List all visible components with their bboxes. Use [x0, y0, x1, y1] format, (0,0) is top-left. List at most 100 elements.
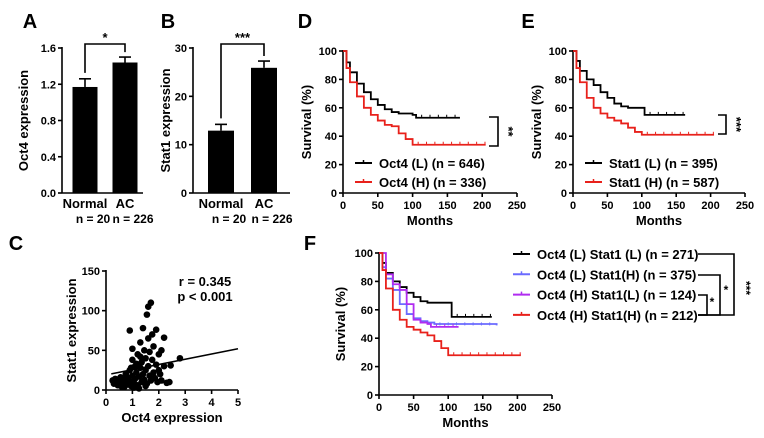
survival-curve	[343, 50, 460, 119]
legend-label: Oct4 (L) (n = 646)	[379, 156, 485, 171]
scatter-point	[133, 360, 140, 368]
y-tick-label: 150	[82, 266, 100, 278]
x-tick-label: 100	[633, 200, 651, 212]
y-tick-label: 40	[361, 333, 373, 345]
x-tick-label: 50	[601, 200, 613, 212]
y-tick-label: 0	[331, 188, 337, 200]
y-tick-label: 0.8	[41, 116, 56, 128]
significance-bracket	[698, 294, 708, 316]
y-tick-label: 30	[175, 43, 187, 55]
x-tick-label: 150	[438, 200, 456, 212]
x-tick-label: 1	[129, 397, 135, 409]
survival-curve	[343, 50, 486, 146]
significance-label: *	[102, 30, 108, 45]
legend-label: Stat1 (L) (n = 395)	[609, 156, 718, 171]
bar-normal	[72, 86, 98, 193]
significance-label: *	[724, 283, 729, 297]
x-tick-label: 100	[439, 402, 457, 414]
panel-letter: D	[298, 11, 312, 33]
significance-bracket	[489, 116, 499, 147]
y-tick-label: 1.2	[41, 79, 56, 91]
x-tick-label: 150	[667, 200, 685, 212]
legend-label: Oct4 (L) Stat1 (L) (n = 271)	[537, 247, 698, 262]
y-tick-label: 80	[555, 74, 567, 86]
scatter-point	[142, 354, 149, 362]
scatter-point	[167, 362, 174, 369]
scatter-point	[160, 334, 168, 341]
scatter-point	[146, 348, 153, 356]
category-label: Normal	[199, 196, 244, 211]
y-tick-label: 40	[555, 131, 567, 143]
bar-normal	[208, 130, 234, 193]
significance-label: ***	[739, 281, 753, 295]
scatter-point	[126, 327, 134, 334]
scatter-point	[147, 299, 155, 307]
survival-curve	[379, 252, 498, 326]
bar-ac	[112, 62, 138, 193]
y-tick-label: 20	[361, 362, 373, 374]
scatter-point	[143, 311, 151, 318]
y-axis-label: Survival (%)	[529, 85, 544, 159]
scatter-point	[130, 384, 138, 391]
survival-curve	[379, 252, 459, 328]
x-tick-label: 0	[340, 200, 346, 212]
x-tick-label: 150	[474, 402, 492, 414]
sample-size-label: n = 226	[112, 212, 153, 226]
legend-label: Stat1 (H) (n = 587)	[609, 175, 719, 190]
y-tick-label: 20	[555, 160, 567, 172]
y-tick-label: 50	[88, 345, 100, 357]
x-tick-label: 250	[543, 402, 561, 414]
legend-label: Oct4 (L) Stat1(H) (n = 375)	[537, 267, 696, 282]
panel-letter: F	[304, 233, 316, 255]
category-label: AC	[116, 196, 135, 211]
x-tick-label: 200	[508, 402, 526, 414]
legend-label: Oct4 (H) Stat1(H) (n = 212)	[537, 308, 698, 323]
y-tick-label: 0	[561, 188, 567, 200]
significance-label: **	[501, 126, 516, 137]
x-axis-label: Months	[407, 213, 453, 228]
category-label: AC	[255, 196, 274, 211]
scatter-point	[150, 343, 157, 350]
y-tick-label: 10	[175, 140, 187, 152]
legend-label: Oct4 (H) (n = 336)	[379, 175, 486, 190]
y-tick-label: 0.4	[41, 152, 57, 164]
stat-annotation: r = 0.345	[179, 274, 231, 289]
scatter-point	[148, 331, 156, 338]
scatter-point	[150, 369, 157, 376]
x-axis-label: Months	[442, 415, 488, 430]
panel-d: D 0 20 40 60 80 100 0 50 100 150 200 250 Survival (%)…	[298, 11, 526, 228]
x-axis-label: Oct4 expression	[121, 410, 222, 425]
significance-bracket	[698, 253, 735, 316]
scatter-point	[156, 370, 164, 378]
sample-size-label: n = 20	[76, 212, 111, 226]
significance-label: *	[710, 295, 715, 309]
y-tick-label: 0	[94, 385, 100, 397]
y-tick-label: 100	[355, 248, 373, 260]
significance-bracket	[220, 43, 265, 119]
y-axis-label: Survival (%)	[333, 287, 348, 361]
y-axis-label: Stat1 expression	[158, 68, 173, 172]
x-tick-label: 50	[407, 402, 419, 414]
x-tick-label: 50	[372, 200, 384, 212]
significance-bracket	[718, 114, 727, 135]
panel-f: F 0 20 40 60 80 100 0 50 100 150 200 250 Survival (%)…	[304, 233, 753, 430]
sample-size-label: n = 226	[251, 212, 292, 226]
bar-ac	[251, 67, 277, 193]
significance-label: ***	[729, 117, 744, 133]
survival-curve	[573, 50, 686, 116]
scatter-point	[152, 326, 160, 334]
scatter-point	[148, 356, 156, 364]
scatter-point	[142, 382, 149, 390]
panel-letter: B	[161, 11, 175, 33]
x-tick-label: 4	[209, 397, 216, 409]
x-tick-label: 0	[570, 200, 576, 212]
scatter-point	[158, 347, 165, 354]
x-tick-label: 3	[182, 397, 188, 409]
x-tick-label: 5	[235, 397, 241, 409]
scatter-point	[140, 347, 148, 354]
survival-curve	[379, 252, 521, 357]
panel-letter: E	[521, 11, 534, 33]
